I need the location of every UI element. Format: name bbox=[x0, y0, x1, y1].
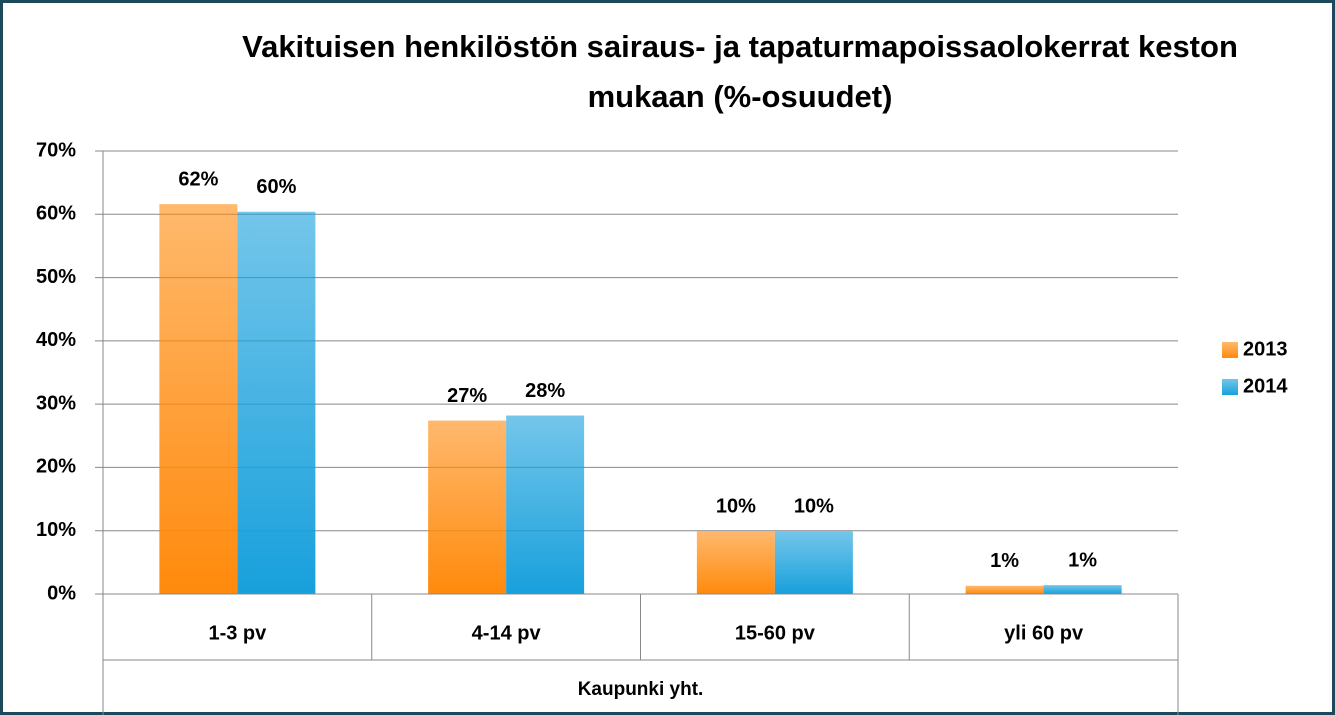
legend-swatch bbox=[1222, 379, 1238, 395]
x-tick-label: 1-3 pv bbox=[208, 622, 267, 644]
y-tick-label: 50% bbox=[36, 266, 76, 288]
legend-label: 2014 bbox=[1243, 375, 1288, 397]
y-tick-label: 10% bbox=[36, 519, 76, 541]
data-label: 62% bbox=[178, 168, 218, 190]
y-tick-label: 20% bbox=[36, 456, 76, 478]
bar bbox=[696, 531, 775, 594]
data-label: 1% bbox=[1068, 549, 1097, 571]
y-tick-label: 40% bbox=[36, 329, 76, 351]
bar bbox=[428, 420, 507, 594]
x-tick-label: yli 60 pv bbox=[1004, 622, 1084, 644]
y-tick-label: 70% bbox=[36, 139, 76, 161]
bar bbox=[159, 204, 238, 594]
data-label: 60% bbox=[256, 176, 296, 198]
data-label: 1% bbox=[990, 550, 1019, 572]
legend-swatch bbox=[1222, 342, 1238, 358]
y-tick-label: 0% bbox=[47, 582, 76, 604]
y-tick-label: 60% bbox=[36, 203, 76, 225]
y-tick-label: 30% bbox=[36, 392, 76, 414]
bar bbox=[965, 585, 1044, 594]
data-label: 10% bbox=[794, 496, 834, 518]
chart-title: Vakituisen henkilöstön sairaus- ja tapat… bbox=[242, 29, 1238, 114]
bar bbox=[1043, 585, 1122, 594]
data-label: 10% bbox=[716, 496, 756, 518]
bar bbox=[774, 531, 853, 594]
legend-label: 2013 bbox=[1243, 338, 1288, 360]
data-label: 27% bbox=[447, 385, 487, 407]
x-tick-label: 4-14 pv bbox=[472, 622, 542, 644]
data-label: 28% bbox=[525, 380, 565, 402]
bar bbox=[506, 415, 585, 594]
x-group-label: Kaupunki yht. bbox=[578, 679, 704, 700]
x-tick-label: 15-60 pv bbox=[735, 622, 816, 644]
bar bbox=[237, 211, 316, 595]
